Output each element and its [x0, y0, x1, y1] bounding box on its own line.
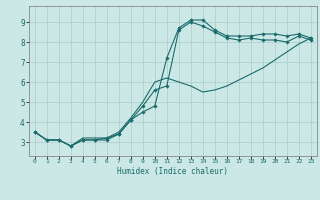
X-axis label: Humidex (Indice chaleur): Humidex (Indice chaleur) [117, 167, 228, 176]
